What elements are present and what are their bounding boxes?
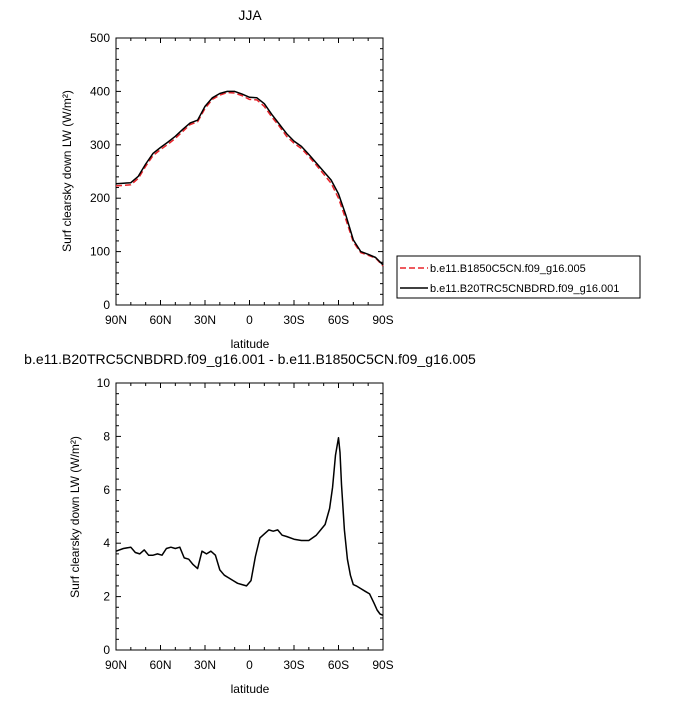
bottom-y-tick-label: 8 [103, 429, 110, 443]
top-series-line-0 [115, 91, 384, 267]
top-x-axis-label: latitude [231, 337, 270, 351]
legend: b.e11.B1850C5CN.f09_g16.005 b.e11.B20TRC… [396, 255, 641, 299]
top-y-tick-label: 400 [90, 84, 110, 98]
bottom-x-tick-label: 0 [246, 658, 253, 672]
top-y-tick-label: 500 [90, 31, 110, 45]
bottom-y-tick-label: 2 [103, 590, 110, 604]
top-chart-title: JJA [238, 7, 262, 23]
bottom-y-tick-label: 10 [97, 376, 111, 390]
bottom-chart-title: b.e11.B20TRC5CNBDRD.f09_g16.001 - b.e11.… [24, 351, 476, 367]
bottom-y-axis-label: Surf clearsky down LW (W/m²) [68, 436, 82, 598]
top-x-tick-label: 0 [246, 313, 253, 327]
bottom-x-axis-label: latitude [231, 682, 270, 696]
bottom-x-tick-label: 60S [328, 658, 349, 672]
top-y-tick-label: 0 [103, 298, 110, 312]
top-x-tick-label: 30N [194, 313, 216, 327]
top-x-tick-label: 60N [149, 313, 171, 327]
top-y-tick-label: 100 [90, 245, 110, 259]
legend-label-1: b.e11.B20TRC5CNBDRD.f09_g16.001 [430, 283, 619, 295]
bottom-x-tick-label: 90S [372, 658, 393, 672]
top-x-tick-label: 30S [283, 313, 304, 327]
bottom-x-tick-label: 30N [194, 658, 216, 672]
top-series-line-1 [115, 90, 384, 266]
legend-label-0: b.e11.B1850C5CN.f09_g16.005 [430, 263, 586, 275]
top-y-tick-label: 200 [90, 191, 110, 205]
top-x-tick-label: 90S [372, 313, 393, 327]
top-plot-area: 90N 60N 30N 0 30S 60S 90S 0 100 200 300 400 500 [90, 31, 394, 327]
top-x-tick-label: 90N [105, 313, 127, 327]
top-y-tick-label: 300 [90, 138, 110, 152]
top-x-tick-label: 60S [328, 313, 349, 327]
top-y-axis-label: Surf clearsky down LW (W/m²) [60, 90, 74, 252]
bottom-y-tick-label: 6 [103, 483, 110, 497]
bottom-x-tick-label: 90N [105, 658, 127, 672]
top-plot-frame [115, 37, 384, 306]
bottom-y-tick-label: 4 [103, 536, 110, 550]
bottom-x-tick-label: 60N [149, 658, 171, 672]
bottom-x-tick-label: 30S [283, 658, 304, 672]
bottom-plot-area: 90N 60N 30N 0 30S 60S 90S 0 2 4 6 8 10 [97, 376, 394, 672]
legend-box [396, 255, 641, 299]
bottom-y-tick-label: 0 [103, 643, 110, 657]
bottom-series-line-0 [115, 436, 384, 616]
